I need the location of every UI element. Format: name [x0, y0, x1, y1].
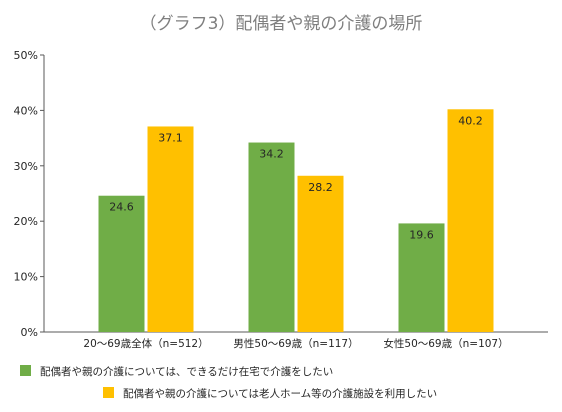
- bar-series1-cat2: [248, 142, 295, 332]
- legend-swatch-facility-care: [103, 387, 114, 398]
- y-tick-label: 50%: [14, 49, 38, 62]
- legend-label-facility-care: 配偶者や親の介護については老人ホーム等の介護施設を利用したい: [123, 387, 437, 400]
- category-labels-group: 20〜69歳全体（n=512） 男性50〜69歳（n=117） 女性50〜69歳（n…: [83, 337, 508, 350]
- y-tick-label: 0%: [21, 326, 38, 339]
- legend-swatch-home-care: [20, 365, 31, 376]
- bar-series1-cat1: [98, 195, 145, 332]
- bar-series2-cat1: [147, 126, 194, 332]
- data-label-series2-cat2: 28.2: [308, 181, 333, 194]
- data-labels-group: 24.6 37.1 34.2 28.2 19.6 40.2: [109, 114, 483, 241]
- y-tick-label: 20%: [14, 215, 38, 228]
- data-label-series2-cat3: 40.2: [458, 114, 483, 127]
- bars-group: [98, 109, 494, 333]
- chart-title: （グラフ3）配偶者や親の介護の場所: [140, 14, 423, 34]
- legend-label-home-care: 配偶者や親の介護については、できるだけ在宅で介護をしたい: [40, 365, 333, 378]
- bar-series2-cat2: [297, 175, 344, 332]
- data-label-series1-cat1: 24.6: [109, 201, 134, 214]
- x-category-label: 20〜69歳全体（n=512）: [83, 337, 208, 350]
- y-tick-label: 10%: [14, 271, 38, 284]
- bar-series2-cat3: [447, 109, 494, 333]
- x-category-label: 女性50〜69歳（n=107）: [383, 337, 508, 350]
- data-label-series2-cat1: 37.1: [158, 131, 183, 144]
- bar-series1-cat3: [398, 223, 445, 332]
- legend: 配偶者や親の介護については、できるだけ在宅で介護をしたい 配偶者や親の介護につい…: [20, 365, 437, 400]
- y-tick-label: 30%: [14, 160, 38, 173]
- y-tick-label: 40%: [14, 104, 38, 117]
- data-label-series1-cat3: 19.6: [409, 228, 434, 241]
- x-category-label: 男性50〜69歳（n=117）: [233, 337, 358, 350]
- data-label-series1-cat2: 34.2: [259, 148, 284, 161]
- y-axis: 0% 10% 20% 30% 40% 50%: [14, 49, 45, 339]
